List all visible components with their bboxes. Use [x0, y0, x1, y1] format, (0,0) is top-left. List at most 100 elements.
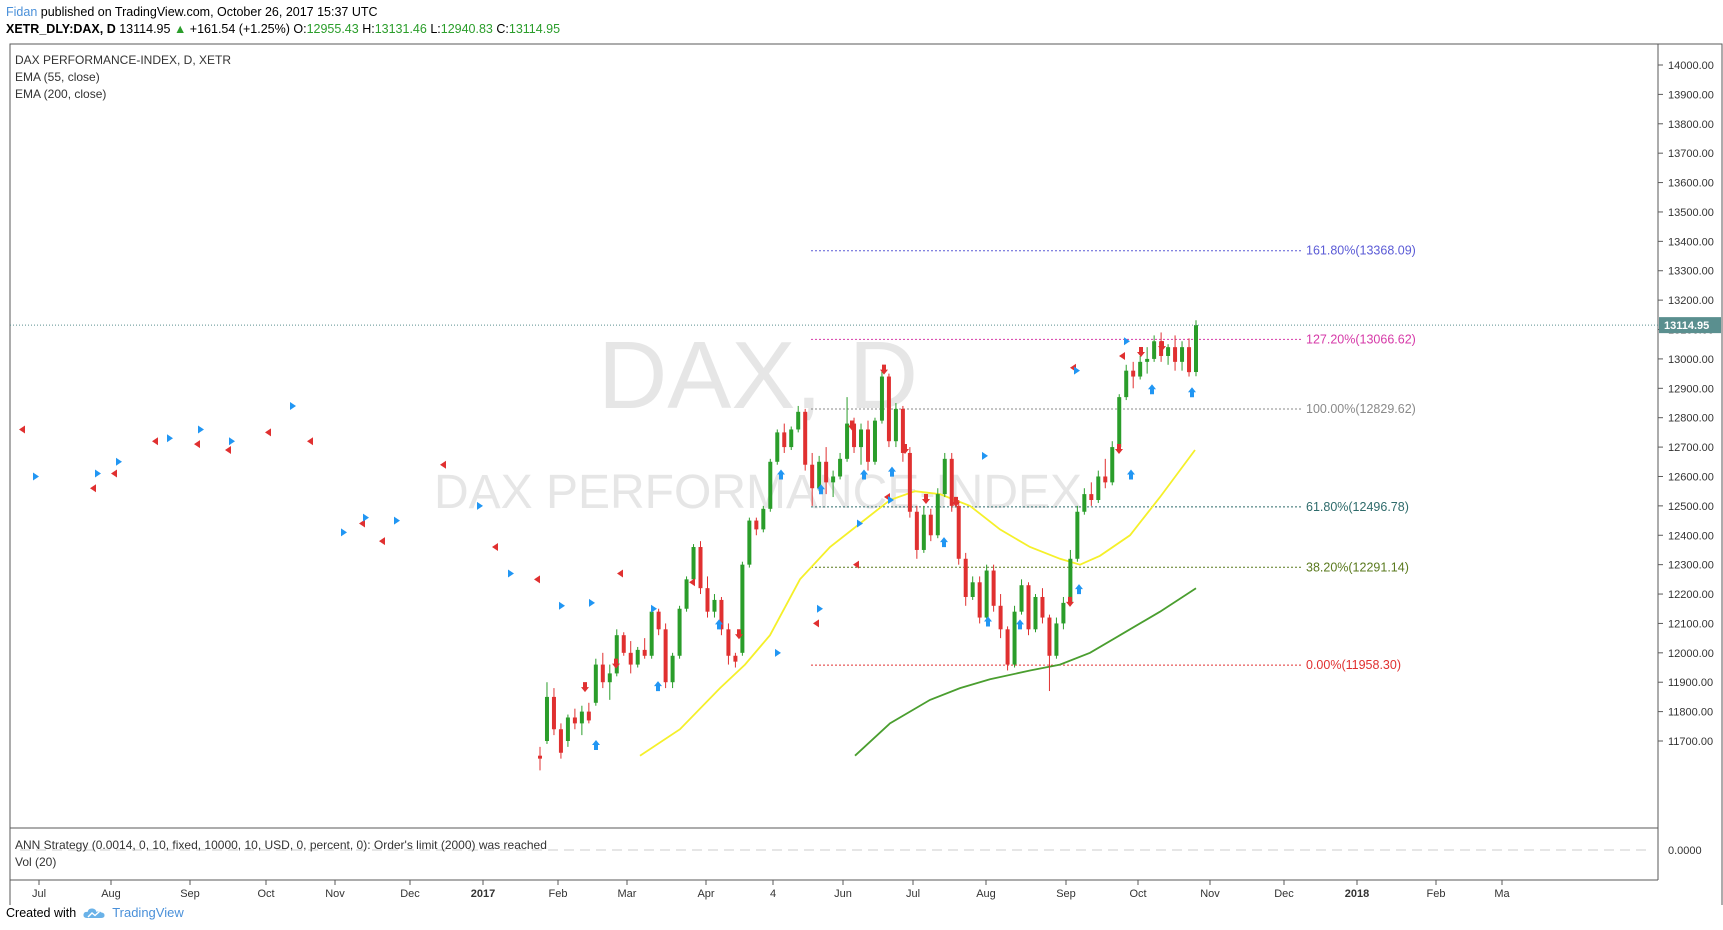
high-label: H: — [362, 22, 375, 36]
candle-body — [956, 505, 961, 559]
buy-signal-marker — [290, 401, 296, 410]
candle-body — [565, 717, 570, 741]
close-label: C: — [496, 22, 509, 36]
y-tick-label: 13800.00 — [1668, 119, 1714, 131]
buy-arrow-icon — [1188, 387, 1196, 398]
y-tick-label: 11700.00 — [1668, 736, 1713, 748]
candle-body — [663, 629, 668, 683]
candle-body — [572, 717, 577, 724]
candle-body — [600, 664, 605, 683]
candle-body — [621, 635, 626, 653]
fib-label: 38.20%(12291.14) — [1306, 560, 1409, 574]
candle-body — [607, 673, 612, 683]
buy-signal-marker — [477, 501, 483, 510]
candle-body — [558, 729, 563, 753]
sell-arrow-icon — [922, 493, 930, 504]
strategy-signals — [19, 337, 1196, 750]
fib-label: 61.80%(12496.78) — [1306, 500, 1409, 514]
buy-arrow-icon — [860, 469, 868, 480]
buy-arrow-icon — [984, 616, 992, 627]
buy-signal-marker — [817, 604, 823, 613]
candle-body — [754, 520, 759, 530]
candle-body — [1047, 617, 1052, 656]
buy-signal-marker — [1074, 366, 1080, 375]
y-tick-label: 12600.00 — [1668, 471, 1714, 483]
last-price-tag-label: 13114.95 — [1664, 320, 1709, 332]
candle-body — [538, 755, 542, 759]
fib-label: 0.00%(11958.30) — [1306, 658, 1401, 672]
buy-signal-marker — [651, 604, 657, 613]
candle-body — [831, 476, 836, 483]
tradingview-link[interactable]: TradingView — [112, 905, 184, 920]
price-axis[interactable]: 14000.00 13900.00 13800.00 13700.00 13600.00… — [1658, 60, 1714, 748]
buy-signal-marker — [508, 569, 514, 578]
watermark-symbol: DAX, D — [598, 322, 918, 429]
buy-signal-marker — [394, 516, 400, 525]
x-tick-label: Dec — [400, 888, 420, 900]
candle-body — [635, 649, 640, 665]
sell-arrow-icon — [848, 420, 856, 431]
y-tick-label: 12800.00 — [1668, 413, 1714, 425]
created-with-text: Created with — [6, 905, 77, 920]
candle-body — [733, 655, 738, 662]
candle-body — [879, 376, 884, 421]
sell-signal-marker — [617, 569, 623, 578]
fib-label: 127.20%(13066.62) — [1306, 332, 1416, 346]
y-tick-label: 13900.00 — [1668, 89, 1714, 101]
sell-signal-marker — [440, 460, 446, 469]
buy-signal-marker — [33, 472, 39, 481]
time-axis[interactable]: Jul Aug Sep Oct Nov Dec 2017 Feb Mar Apr 4 Jun Jul Au… — [32, 880, 1511, 900]
low-value: 12940.83 — [440, 22, 493, 36]
price-chart-svg[interactable]: DAX, D DAX PERFORMANCE-INDEX 161.80%(133… — [0, 0, 1723, 911]
candle-body — [866, 429, 870, 462]
candle-body — [782, 432, 787, 448]
last-price: 13114.95 — [119, 22, 171, 36]
volume-legend[interactable]: Vol (20) — [15, 855, 57, 869]
author-link[interactable]: Fidan — [6, 5, 38, 19]
candle-body — [789, 429, 794, 448]
candle-body — [614, 635, 619, 674]
sell-signal-marker — [265, 428, 271, 437]
y-tick-label: 11800.00 — [1668, 707, 1713, 719]
fib-label: 100.00%(12829.62) — [1306, 402, 1416, 416]
candle-body — [726, 629, 731, 656]
y-tick-label: 11900.00 — [1668, 677, 1713, 689]
candle-body — [642, 649, 647, 656]
candle-body — [1096, 476, 1101, 500]
ema200-line — [854, 587, 1197, 757]
sell-signal-marker — [19, 425, 25, 434]
candle-body — [1180, 347, 1185, 362]
sell-arrow-icon — [952, 496, 960, 507]
candle-body — [970, 582, 975, 597]
candle-body — [1124, 370, 1129, 398]
sell-signal-marker — [534, 575, 540, 584]
x-tick-label: Dec — [1274, 888, 1294, 900]
candle-body — [593, 664, 598, 703]
y-tick-label: 12700.00 — [1668, 442, 1714, 454]
candle-body — [1061, 602, 1066, 624]
strategy-legend[interactable]: ANN Strategy (0.0014, 0, 10, fixed, 1000… — [15, 838, 547, 852]
high-value: 13131.46 — [374, 22, 427, 36]
buy-signal-marker — [589, 598, 595, 607]
candle-body — [740, 564, 745, 653]
candle-body — [1033, 596, 1038, 630]
y-tick-label: 14000.00 — [1668, 60, 1714, 72]
chart-area[interactable]: DAX, D DAX PERFORMANCE-INDEX 161.80%(133… — [0, 0, 1723, 911]
candle-body — [991, 570, 996, 606]
candle-body — [761, 508, 766, 530]
ema55-legend[interactable]: EMA (55, close) — [15, 70, 100, 84]
candle-body — [845, 423, 850, 459]
y-tick-label: 12500.00 — [1668, 501, 1714, 513]
y-tick-label: 12100.00 — [1668, 618, 1714, 630]
candle-body — [921, 514, 926, 550]
buy-signal-marker — [857, 519, 863, 528]
candle-body — [1152, 341, 1157, 359]
candle-body — [914, 511, 919, 550]
ema200-legend[interactable]: EMA (200, close) — [15, 87, 107, 101]
candle-body — [838, 458, 843, 477]
candle-body — [712, 599, 717, 612]
buy-arrow-icon — [1075, 584, 1083, 595]
candle-body — [670, 655, 675, 683]
sell-arrow-icon — [735, 629, 743, 640]
candle-body — [705, 588, 710, 612]
